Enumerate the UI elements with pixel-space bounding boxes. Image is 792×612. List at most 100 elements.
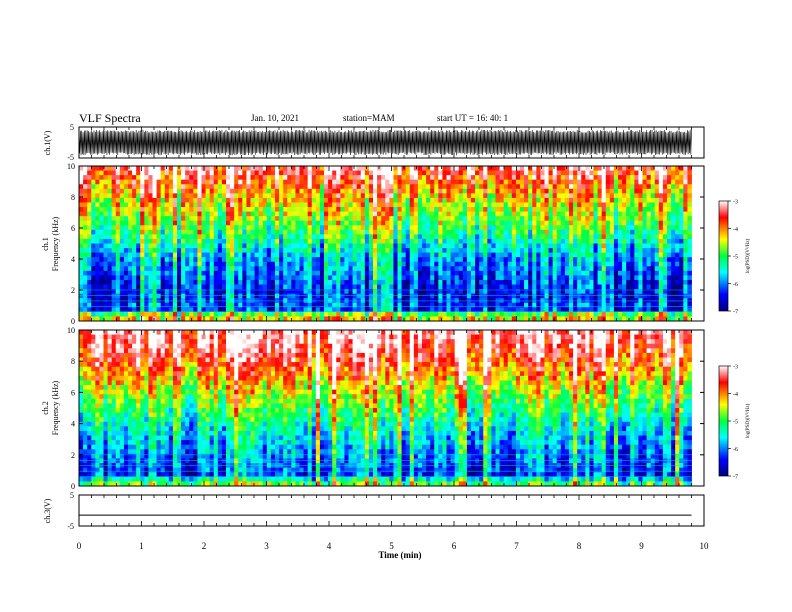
spectrogram-cell bbox=[389, 284, 394, 290]
spectrogram-cell bbox=[626, 261, 631, 267]
spectrogram-cell bbox=[393, 175, 398, 181]
spectrogram-cell bbox=[687, 207, 692, 212]
spectrogram-cell bbox=[344, 307, 349, 313]
spectrogram-cell bbox=[479, 207, 484, 212]
spectrogram-cell bbox=[573, 175, 578, 181]
spectrogram-cell bbox=[687, 279, 692, 285]
spectrogram-cell bbox=[622, 179, 627, 185]
spectrogram-cell bbox=[667, 193, 672, 199]
spectrogram-cell bbox=[507, 229, 513, 235]
spectrogram-cell bbox=[524, 229, 529, 235]
spectrogram-cell bbox=[491, 216, 496, 222]
spectrogram-cell bbox=[99, 261, 104, 267]
spectrogram-cell bbox=[352, 261, 358, 267]
spectrogram-cell bbox=[136, 207, 141, 212]
spectrogram-cell bbox=[422, 289, 427, 295]
spectrogram-cell bbox=[483, 193, 488, 199]
spectrogram-cell bbox=[115, 275, 121, 281]
spectrogram-cell bbox=[393, 188, 398, 194]
spectrogram-cell bbox=[197, 207, 202, 212]
spectrogram-cell bbox=[679, 307, 684, 313]
spectrogram-cell bbox=[540, 179, 545, 185]
spectrogram-cell bbox=[442, 243, 447, 249]
spectrogram-cell bbox=[662, 257, 668, 263]
spectrogram-cell bbox=[687, 275, 692, 281]
ch1-waveform-panel: 5 -5 ch.1(V) bbox=[43, 123, 705, 162]
spectrogram-cell bbox=[364, 289, 370, 295]
spectrogram-cell bbox=[466, 175, 472, 181]
spectrogram-cell bbox=[115, 243, 121, 249]
spectrogram-cell bbox=[507, 243, 513, 249]
spectrogram-cell bbox=[340, 211, 345, 217]
spectrogram-cell bbox=[275, 197, 280, 203]
spectrogram-cell bbox=[295, 197, 300, 203]
spectrogram-cell bbox=[585, 252, 590, 258]
spectrogram-cell bbox=[679, 261, 684, 267]
spectrogram-cell bbox=[544, 243, 549, 249]
spectrogram-cell bbox=[152, 261, 157, 267]
spectrogram-cell bbox=[95, 179, 100, 185]
spectrogram-cell bbox=[487, 248, 492, 254]
spectrogram-cell bbox=[287, 202, 292, 208]
spectrogram-cell bbox=[160, 302, 166, 308]
spectrogram-cell bbox=[618, 234, 623, 240]
spectrogram-cell bbox=[552, 284, 558, 290]
spectrogram-cell bbox=[275, 170, 280, 176]
spectrogram-cell bbox=[487, 179, 492, 185]
spectrogram-cell bbox=[344, 302, 349, 308]
spectrogram-cell bbox=[279, 175, 284, 181]
spectrogram-cell bbox=[487, 211, 492, 217]
spectrogram-cell bbox=[569, 248, 574, 254]
spectrogram-cell bbox=[168, 220, 174, 226]
spectrogram-cell bbox=[360, 248, 366, 254]
spectrogram-cell bbox=[618, 170, 623, 176]
spectrogram-cell bbox=[630, 270, 635, 276]
spectrogram-cell bbox=[95, 243, 100, 249]
spectrogram-cell bbox=[495, 229, 500, 235]
spectrogram-cell bbox=[140, 207, 145, 212]
spectrogram-cell bbox=[283, 207, 288, 212]
spectrogram-cell bbox=[609, 166, 615, 171]
spectrogram-cell bbox=[352, 243, 358, 249]
spectrogram-cell bbox=[181, 248, 186, 254]
spectrogram-cell bbox=[524, 197, 529, 203]
spectrogram-cell bbox=[193, 307, 198, 313]
spectrogram-cell bbox=[585, 197, 590, 203]
spectrogram-cell bbox=[646, 234, 652, 240]
spectrogram-cell bbox=[381, 252, 386, 258]
spectrogram-cell bbox=[177, 248, 182, 254]
spectrogram-cell bbox=[132, 289, 137, 295]
spectrogram-cell bbox=[450, 307, 456, 313]
spectrogram-cell bbox=[389, 179, 394, 185]
spectrogram-cell bbox=[446, 166, 451, 171]
spectrogram-cell bbox=[401, 289, 407, 295]
spectrogram-cell bbox=[389, 252, 394, 258]
spectrogram-cell bbox=[687, 270, 692, 276]
spectrogram-cell bbox=[417, 307, 423, 313]
spectrogram-cell bbox=[328, 207, 333, 212]
spectrogram-cell bbox=[136, 279, 141, 285]
spectrogram-cell bbox=[352, 289, 358, 295]
spectrogram-cell bbox=[413, 270, 419, 276]
spectrogram-cell bbox=[393, 202, 398, 208]
spectrogram-cell bbox=[230, 270, 235, 276]
spectrogram-cell bbox=[495, 284, 500, 290]
spectrogram-cell bbox=[552, 275, 558, 281]
spectrogram-cell bbox=[381, 311, 386, 317]
spectrogram-cell bbox=[287, 170, 292, 176]
spectrogram-cell bbox=[307, 225, 313, 231]
spectrogram-cell bbox=[556, 216, 562, 222]
spectrogram-cell bbox=[87, 266, 92, 272]
spectrogram-cell bbox=[160, 220, 166, 226]
spectrogram-cell bbox=[524, 270, 529, 276]
spectrogram-cell bbox=[397, 289, 402, 295]
spectrogram-cell bbox=[491, 175, 496, 181]
spectrogram-cell bbox=[618, 202, 623, 208]
spectrogram-cell bbox=[344, 188, 349, 194]
spectrogram-cell bbox=[95, 188, 100, 194]
spectrogram-cell bbox=[589, 225, 594, 231]
spectrogram-cell bbox=[262, 188, 268, 194]
spectrogram-cell bbox=[185, 257, 190, 263]
spectrogram-cell bbox=[544, 302, 549, 308]
spectrogram-cell bbox=[422, 238, 427, 244]
